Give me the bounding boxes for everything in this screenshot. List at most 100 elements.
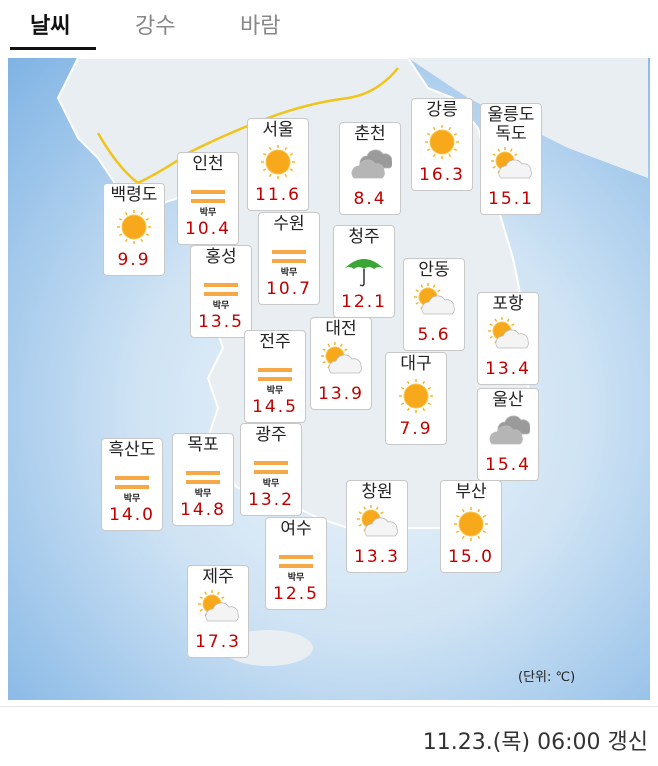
weather-icon [115,476,149,489]
weather-icon [258,368,292,381]
weather-icon [186,471,220,484]
tab[interactable]: 날씨 [30,14,71,39]
cloud [328,354,362,374]
temperature: 17.3 [195,632,241,652]
sun-ray [514,153,518,157]
cloud [489,425,523,445]
sun-ray [482,530,487,534]
sun-ray [427,402,432,406]
weather-icon [344,259,384,287]
sun-ray [344,348,348,352]
temperature: 11.6 [255,185,301,205]
city-name: 울릉도 독도 [487,105,535,144]
city-name: 대구 [400,354,432,374]
sun-ray [358,511,362,515]
cloud [421,295,455,315]
temperature: 14.5 [252,397,298,417]
sun-ray [118,233,123,237]
temperature: 10.7 [266,279,312,299]
sun-ray [448,153,452,158]
city-name: 부산 [455,482,487,502]
sun-ray [448,126,452,131]
city-card: 여수 박무 12.5 [265,517,327,610]
sun-ray [322,360,326,364]
sun [265,149,291,175]
temperature: 16.3 [419,165,465,185]
condition-label: 박무 [287,573,305,583]
weather-icon [491,147,532,179]
sun-ray [322,348,326,352]
city-card: 전주 박무 14.5 [244,330,306,423]
city-card: 울산 15.4 [477,388,539,481]
city-name: 포항 [492,294,524,314]
sun-ray [406,380,410,385]
sun-ray [477,508,481,513]
sun-ray [489,335,493,339]
sun-ray [145,233,150,237]
weather-icon [261,145,295,179]
city-card: 홍성 박무 13.5 [190,245,252,338]
temperature: 10.4 [185,219,231,239]
city-name: 인천 [192,154,224,174]
condition-label: 박무 [123,494,141,504]
sun-ray [284,146,288,151]
city-card: 안동 5.6 [403,258,465,351]
city-card: 강릉 16.3 [411,98,473,191]
temperature: 14.0 [109,505,155,525]
sun-ray [145,217,150,221]
city-name: 전주 [259,332,291,352]
city-card: 대전 13.9 [310,317,372,410]
haze-bar [258,368,292,372]
haze-bar [204,292,238,296]
sun-ray [124,238,128,243]
haze-bar [272,250,306,254]
sun-ray [422,407,426,412]
weather-icon [321,342,362,374]
haze-bar [204,283,238,287]
weather-icon [117,210,151,244]
city-card: 인천 박무 10.4 [177,152,239,245]
temperature: 13.3 [354,547,400,567]
haze-bar [279,555,313,559]
sun-ray [461,535,465,540]
sun-ray [262,152,267,156]
sun-ray [221,596,225,600]
temperature: 13.9 [318,384,364,404]
sun-ray [509,148,513,152]
cloud [364,517,398,537]
sun-ray [477,535,481,540]
tab[interactable]: 바람 [240,14,281,39]
cloud [498,159,532,179]
sun-ray [492,153,496,157]
weather-icon [425,125,459,159]
sun-ray [426,148,431,152]
haze-bar [115,476,149,480]
tab[interactable]: 강수 [135,14,176,39]
sun-ray [262,168,267,172]
temperature: 13.5 [198,312,244,332]
umbrella-handle [359,269,365,287]
sun-ray [284,173,288,178]
sun-ray [289,168,294,172]
sun-ray [400,402,405,406]
sun-ray [140,238,144,243]
temperature: 7.9 [399,419,433,439]
weather-icon [357,505,398,537]
sun-ray [497,148,501,152]
sun-ray [453,148,458,152]
city-name: 청주 [348,227,380,247]
condition-label: 박무 [262,479,280,489]
weather-icon [198,590,239,622]
city-name: 제주 [202,567,234,587]
city-card: 대구 7.9 [385,352,447,445]
sun-ray [199,608,203,612]
sun-ray [289,152,294,156]
sun-ray [140,211,144,216]
weather-icon [489,415,530,445]
cloud [495,329,529,349]
temperature: 14.8 [180,500,226,520]
weather-icon [279,555,313,568]
umbrella [344,259,384,269]
haze-bar [279,564,313,568]
sun-ray [482,514,487,518]
